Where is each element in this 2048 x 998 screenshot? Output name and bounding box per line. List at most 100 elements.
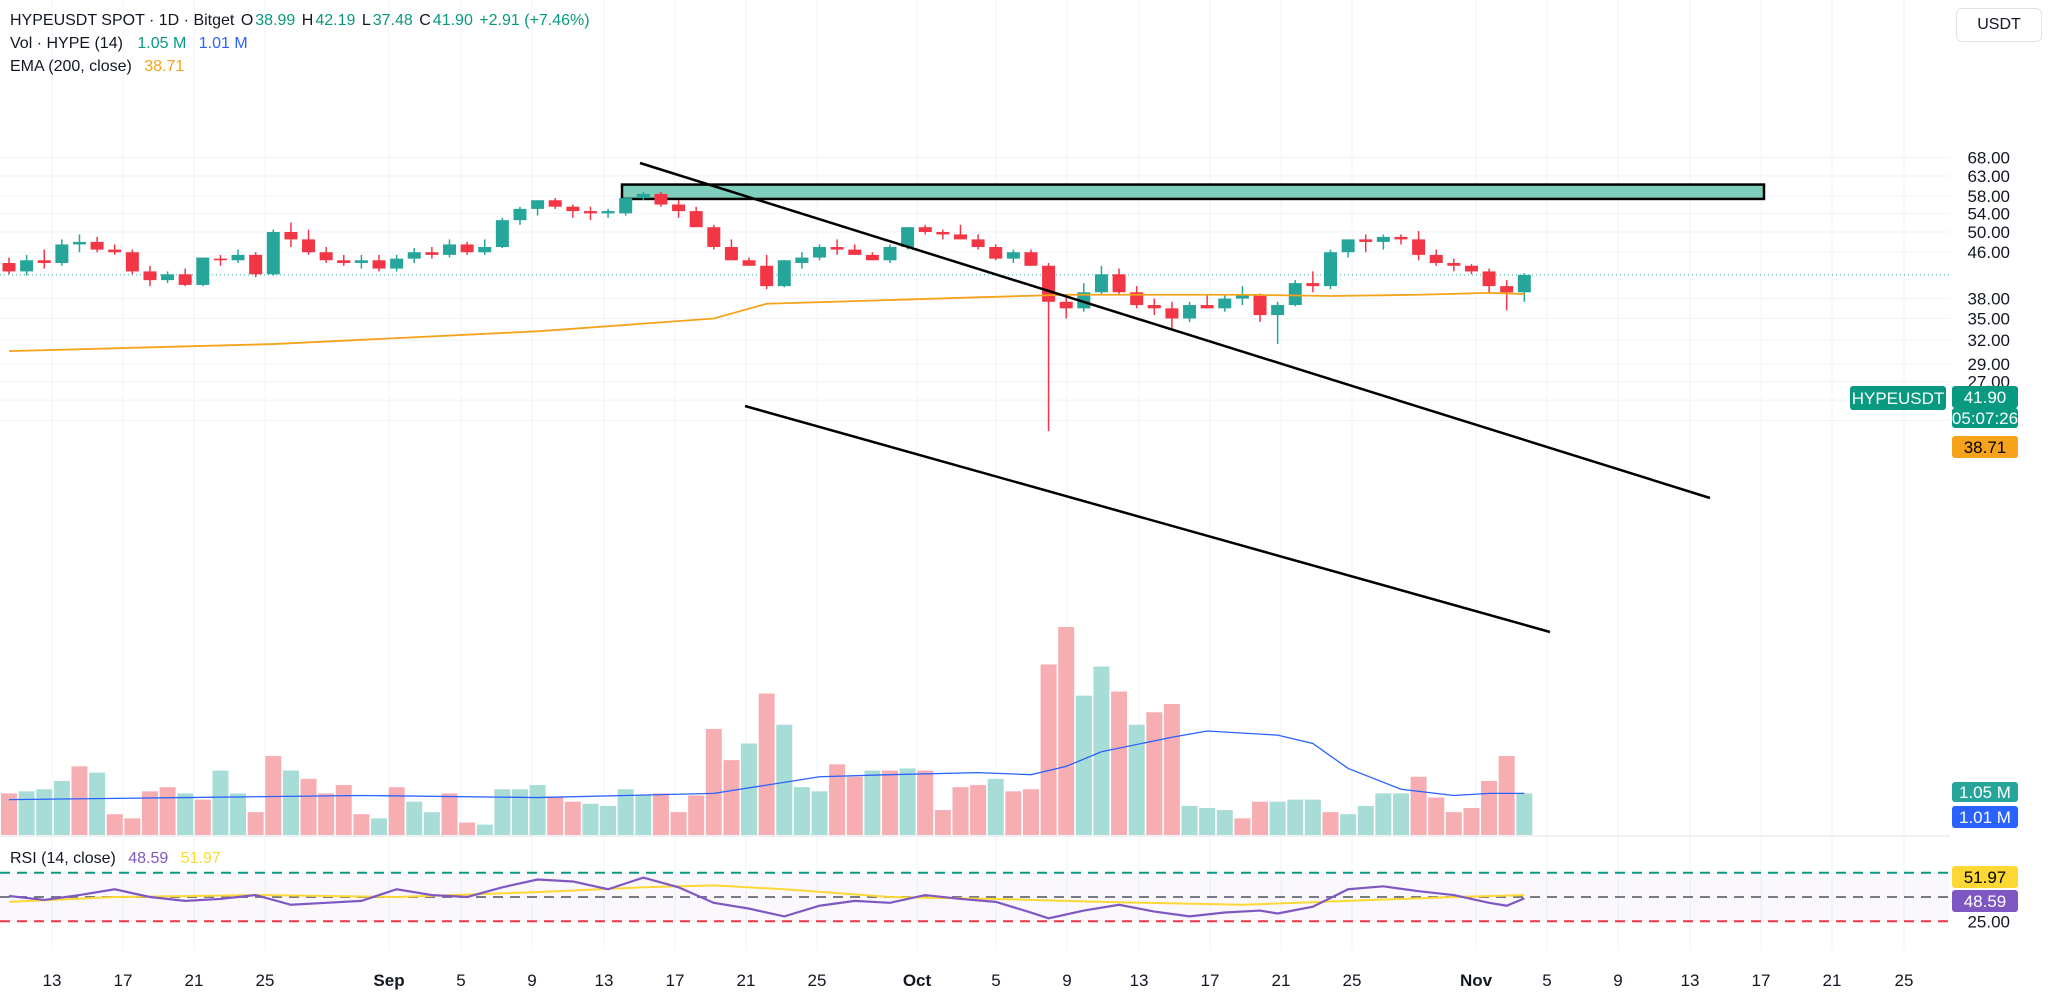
legend-low-value: 37.48 bbox=[372, 12, 413, 29]
candle-body bbox=[830, 247, 844, 250]
time-tick-label: 17 bbox=[114, 971, 133, 990]
time-tick-label: 25 bbox=[808, 971, 827, 990]
candle-body bbox=[1077, 292, 1091, 309]
time-tick-label: 5 bbox=[991, 971, 1000, 990]
volume-bar bbox=[106, 814, 123, 835]
volume-bar bbox=[1498, 755, 1515, 835]
volume-bar bbox=[582, 803, 599, 835]
volume-bar bbox=[1428, 797, 1445, 835]
volume-bar bbox=[1111, 691, 1128, 835]
volume-bar bbox=[635, 795, 652, 835]
volume-bar bbox=[423, 812, 440, 835]
candle-body bbox=[231, 254, 245, 261]
time-tick-label: 5 bbox=[1542, 971, 1551, 990]
candle-body bbox=[707, 227, 721, 248]
candle-body bbox=[1500, 286, 1514, 293]
price-tick-label: 50.00 bbox=[1967, 223, 2010, 242]
legend-rsi-line[interactable]: RSI (14, close) 48.59 51.97 bbox=[10, 850, 223, 868]
volume-bar bbox=[952, 787, 969, 835]
candle-body bbox=[266, 231, 280, 275]
volume-bar bbox=[829, 764, 846, 835]
candle-body bbox=[513, 208, 527, 221]
candle-body bbox=[953, 234, 967, 240]
volume-bar bbox=[159, 787, 176, 835]
time-tick-label: Nov bbox=[1460, 971, 1493, 990]
volume-bar bbox=[1516, 793, 1533, 835]
candlestick-layer bbox=[2, 191, 1531, 432]
volume-bar bbox=[811, 791, 828, 835]
legend-ema-label: EMA (200, close) bbox=[10, 58, 132, 75]
volume-bar bbox=[230, 793, 247, 835]
volume-bar bbox=[1357, 805, 1374, 835]
candle-body bbox=[901, 227, 915, 248]
candle-body bbox=[971, 239, 985, 248]
price-tick-label: 68.00 bbox=[1967, 148, 2010, 167]
volume-bar bbox=[617, 789, 634, 835]
candle-body bbox=[1218, 298, 1232, 309]
volume-bar bbox=[741, 743, 758, 835]
time-tick-label: 9 bbox=[1062, 971, 1071, 990]
volume-bar bbox=[124, 818, 141, 835]
channel-lower bbox=[744, 404, 1551, 634]
volume-bar bbox=[1445, 812, 1462, 835]
volume-bar bbox=[758, 693, 775, 835]
countdown-tag: 05:07:26 bbox=[1952, 409, 2018, 428]
candle-body bbox=[72, 241, 86, 245]
volume-bar bbox=[970, 785, 987, 835]
rsi-ma-tag-bg bbox=[1952, 866, 2018, 888]
candle-body bbox=[108, 249, 122, 253]
time-tick-label: 17 bbox=[1201, 971, 1220, 990]
legend-ema-line[interactable]: EMA (200, close) 38.71 bbox=[10, 58, 186, 76]
candle-body bbox=[1147, 305, 1161, 309]
candle-body bbox=[390, 258, 404, 269]
candle-body bbox=[1376, 236, 1390, 242]
resistance-zone-layer bbox=[620, 183, 1766, 201]
candle-body bbox=[90, 241, 104, 250]
time-tick-label: 13 bbox=[1130, 971, 1149, 990]
time-tick-label: 17 bbox=[1752, 971, 1771, 990]
volume-bar bbox=[212, 770, 229, 835]
time-tick-label: 21 bbox=[185, 971, 204, 990]
symbol-tag-bg bbox=[1850, 386, 1946, 410]
candle-body bbox=[407, 252, 421, 259]
legend-volume-line[interactable]: Vol · HYPE (14) 1.05 M 1.01 M bbox=[10, 35, 250, 53]
price-tick-label: 29.00 bbox=[1967, 355, 2010, 374]
candle-body bbox=[319, 252, 333, 261]
candle-body bbox=[548, 200, 562, 207]
volume-bar bbox=[53, 780, 70, 835]
volume-bar bbox=[1304, 799, 1321, 835]
time-tick-label: 13 bbox=[595, 971, 614, 990]
candle-body bbox=[724, 247, 738, 261]
volume-bar bbox=[670, 812, 687, 835]
ema-layer bbox=[8, 291, 1525, 352]
ema-price-tag: 38.71 bbox=[1964, 438, 2007, 457]
volume-tag-bg bbox=[1952, 782, 2018, 802]
candle-body bbox=[1306, 283, 1320, 287]
volume-ma-tag-bg bbox=[1952, 806, 2018, 828]
volume-bar bbox=[600, 805, 617, 835]
candle-body bbox=[1042, 265, 1056, 302]
candle-body bbox=[865, 254, 879, 261]
time-tick-label: 9 bbox=[1613, 971, 1622, 990]
candle-body bbox=[1341, 239, 1355, 253]
candle-body bbox=[495, 220, 509, 248]
time-tick-label: 5 bbox=[456, 971, 465, 990]
candle-body bbox=[1200, 305, 1214, 309]
candle-body bbox=[1165, 308, 1179, 319]
time-tick-label: Oct bbox=[903, 971, 932, 990]
currency-button[interactable]: USDT bbox=[1956, 8, 2042, 42]
legend-symbol[interactable]: HYPEUSDT SPOT · 1D · Bitget bbox=[10, 12, 235, 29]
price-tick-label: 32.00 bbox=[1967, 331, 2010, 350]
volume-bar bbox=[1322, 812, 1339, 835]
time-tick-label: 13 bbox=[1681, 971, 1700, 990]
countdown-tag-bg bbox=[1952, 408, 2018, 428]
volume-bar bbox=[371, 818, 388, 835]
rsi-tag: 48.59 bbox=[1964, 892, 2007, 911]
candle-body bbox=[1447, 263, 1461, 266]
candle-body bbox=[918, 227, 932, 232]
candle-body bbox=[1094, 274, 1108, 293]
rsi-ma-line bbox=[8, 884, 1525, 906]
volume-bar bbox=[1, 793, 17, 835]
legend-rsi-ma-value: 51.97 bbox=[180, 850, 221, 867]
